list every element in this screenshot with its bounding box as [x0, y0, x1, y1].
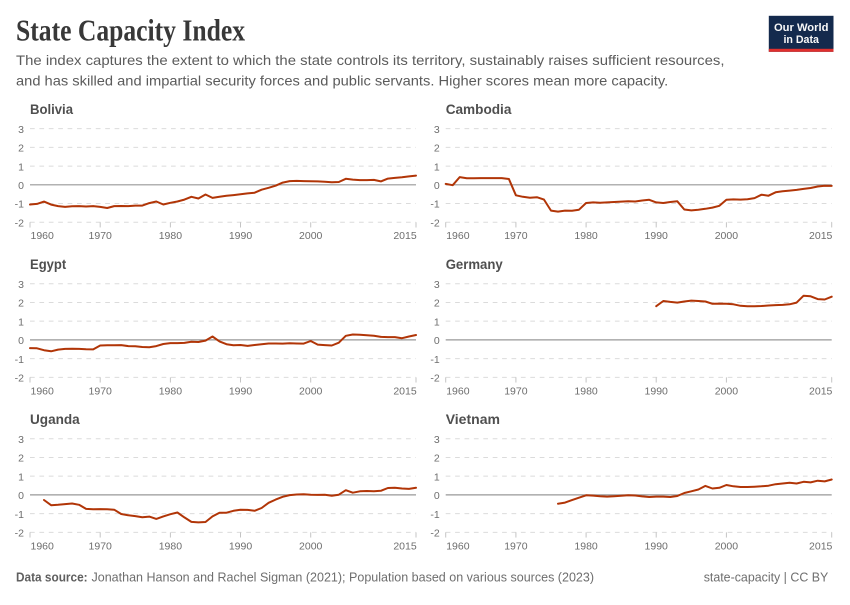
svg-text:in Data: in Data — [783, 34, 819, 46]
svg-text:1970: 1970 — [504, 230, 528, 242]
svg-text:2000: 2000 — [299, 230, 323, 242]
svg-text:1: 1 — [434, 161, 440, 173]
svg-text:1960: 1960 — [446, 540, 470, 552]
svg-text:1970: 1970 — [89, 385, 113, 397]
svg-text:1: 1 — [18, 471, 24, 483]
svg-text:Egypt: Egypt — [30, 257, 66, 273]
svg-text:2: 2 — [18, 298, 24, 310]
svg-text:2015: 2015 — [393, 540, 417, 552]
svg-text:Bolivia: Bolivia — [30, 102, 73, 118]
svg-text:and has skilled and impartial: and has skilled and impartial security f… — [16, 74, 668, 89]
svg-text:-2: -2 — [15, 217, 24, 229]
svg-text:2015: 2015 — [809, 230, 833, 242]
svg-text:0: 0 — [18, 335, 24, 347]
svg-text:Jonathan Hanson and Rachel Sig: Jonathan Hanson and Rachel Sigman (2021)… — [92, 570, 595, 585]
svg-text:1980: 1980 — [159, 385, 183, 397]
svg-text:Data source:: Data source: — [16, 570, 88, 585]
svg-text:1960: 1960 — [31, 385, 55, 397]
svg-text:1: 1 — [18, 316, 24, 328]
svg-text:2015: 2015 — [393, 230, 417, 242]
svg-text:-2: -2 — [430, 373, 439, 385]
svg-text:3: 3 — [18, 124, 24, 136]
svg-text:1970: 1970 — [89, 230, 113, 242]
svg-text:2: 2 — [434, 143, 440, 155]
svg-text:3: 3 — [18, 279, 24, 291]
svg-text:Our World: Our World — [774, 22, 829, 34]
svg-text:-1: -1 — [430, 509, 439, 521]
svg-text:2015: 2015 — [393, 385, 417, 397]
svg-text:1990: 1990 — [645, 385, 669, 397]
svg-text:3: 3 — [434, 124, 440, 136]
svg-text:Germany: Germany — [446, 257, 503, 273]
svg-text:2015: 2015 — [809, 385, 833, 397]
svg-text:1960: 1960 — [446, 230, 470, 242]
svg-text:2: 2 — [434, 453, 440, 465]
svg-text:0: 0 — [434, 180, 440, 192]
svg-text:1960: 1960 — [31, 230, 55, 242]
svg-text:2015: 2015 — [809, 540, 833, 552]
svg-text:-2: -2 — [15, 373, 24, 385]
svg-text:2000: 2000 — [715, 230, 739, 242]
svg-text:Vietnam: Vietnam — [446, 412, 500, 428]
svg-text:3: 3 — [18, 434, 24, 446]
svg-text:1990: 1990 — [229, 540, 253, 552]
svg-text:1990: 1990 — [229, 385, 253, 397]
svg-text:1980: 1980 — [574, 385, 598, 397]
svg-text:0: 0 — [434, 335, 440, 347]
svg-text:-2: -2 — [15, 528, 24, 540]
svg-text:-1: -1 — [430, 199, 439, 211]
svg-text:state-capacity | CC BY: state-capacity | CC BY — [704, 570, 829, 585]
svg-text:Cambodia: Cambodia — [446, 102, 512, 118]
svg-text:2000: 2000 — [715, 540, 739, 552]
svg-text:1970: 1970 — [89, 540, 113, 552]
svg-text:2: 2 — [18, 143, 24, 155]
svg-text:1980: 1980 — [159, 230, 183, 242]
svg-text:1: 1 — [18, 161, 24, 173]
svg-text:2: 2 — [434, 298, 440, 310]
svg-text:-1: -1 — [15, 199, 24, 211]
svg-text:2000: 2000 — [299, 540, 323, 552]
svg-text:1960: 1960 — [31, 540, 55, 552]
svg-text:1970: 1970 — [504, 385, 528, 397]
svg-text:Uganda: Uganda — [30, 412, 80, 428]
svg-text:1: 1 — [434, 471, 440, 483]
svg-text:1960: 1960 — [446, 385, 470, 397]
svg-text:0: 0 — [18, 490, 24, 502]
svg-text:1970: 1970 — [504, 540, 528, 552]
svg-text:1980: 1980 — [574, 540, 598, 552]
svg-text:1990: 1990 — [645, 540, 669, 552]
svg-text:State Capacity Index: State Capacity Index — [16, 13, 245, 48]
svg-text:3: 3 — [434, 279, 440, 291]
svg-text:0: 0 — [18, 180, 24, 192]
svg-text:The index captures the extent: The index captures the extent to which t… — [16, 53, 724, 68]
svg-text:2: 2 — [18, 453, 24, 465]
svg-text:-1: -1 — [15, 354, 24, 366]
svg-text:-1: -1 — [430, 354, 439, 366]
svg-text:-2: -2 — [430, 217, 439, 229]
svg-text:-1: -1 — [15, 509, 24, 521]
svg-text:1980: 1980 — [159, 540, 183, 552]
svg-text:1990: 1990 — [645, 230, 669, 242]
svg-text:1980: 1980 — [574, 230, 598, 242]
svg-text:2000: 2000 — [715, 385, 739, 397]
svg-text:-2: -2 — [430, 528, 439, 540]
svg-text:1990: 1990 — [229, 230, 253, 242]
svg-text:3: 3 — [434, 434, 440, 446]
svg-text:1: 1 — [434, 316, 440, 328]
svg-text:0: 0 — [434, 490, 440, 502]
svg-text:2000: 2000 — [299, 385, 323, 397]
